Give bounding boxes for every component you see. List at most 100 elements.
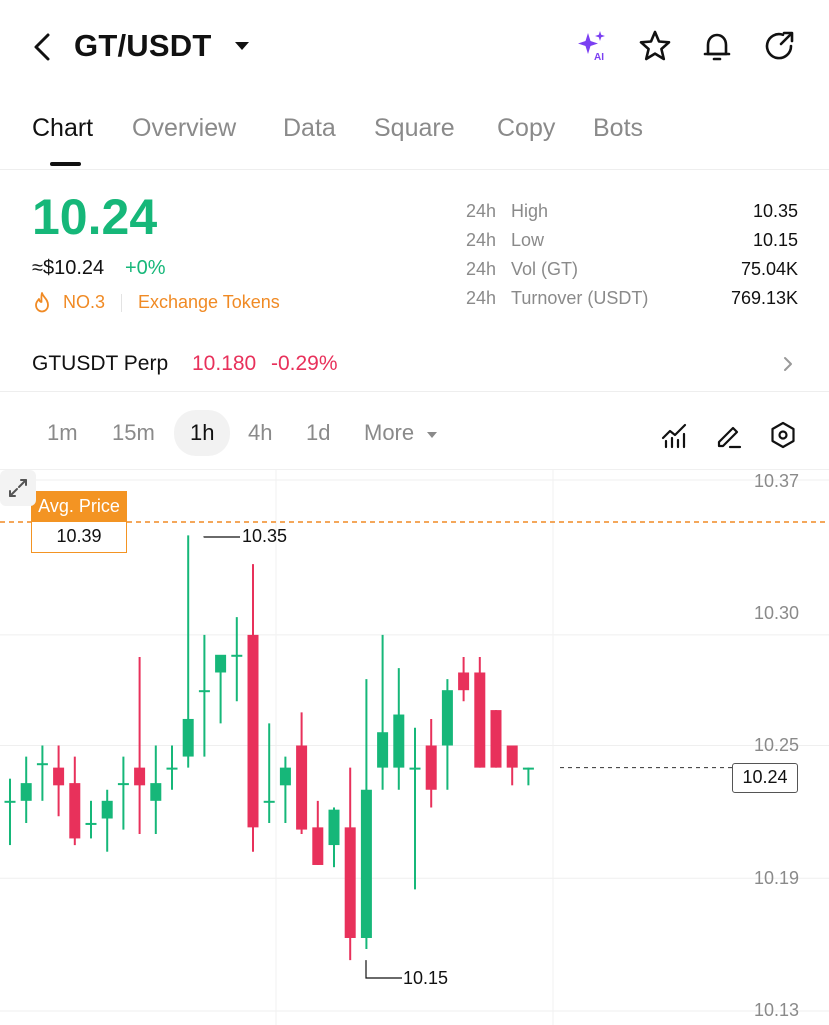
low-marker-label: 10.15 [403,968,449,988]
current-price-tag: 10.24 [732,763,798,793]
candle-body [458,672,470,691]
ai-sparkle-icon[interactable]: AI [574,28,610,64]
back-icon[interactable] [28,30,58,64]
stat-high-row: 24h High 10.35 [466,201,798,227]
candle-body [312,827,324,865]
bell-icon[interactable] [699,28,735,64]
candle-body [279,767,291,786]
candle-body [377,732,389,768]
y-tick-label: 10.13 [753,1000,799,1020]
y-tick-label: 10.37 [753,471,799,491]
candle-body [247,634,259,828]
candle-body [69,783,81,839]
stat-value: 10.35 [752,201,798,221]
price-usd: ≈$10.24 [32,257,105,279]
stat-name: Turnover (USDT) [511,288,649,308]
candle-body [425,745,437,790]
perp-price: 10.180 [192,352,257,375]
tab-data[interactable]: Data [283,114,336,142]
interval-1h[interactable]: 1h [174,410,231,456]
candle-body [20,783,32,801]
caret-down-icon[interactable] [426,430,438,440]
tab-overview[interactable]: Overview [132,114,237,142]
star-icon[interactable] [637,28,673,64]
expand-icon[interactable] [0,470,36,506]
stat-value: 769.13K [730,288,798,308]
last-price: 10.24 [32,189,158,245]
candle-body [134,767,146,786]
share-icon[interactable] [761,28,797,64]
stat-period: 24h [466,201,497,221]
stat-value: 10.15 [752,230,798,250]
avg-price-label: Avg. Price [31,491,127,521]
stat-name: Vol (GT) [511,259,579,279]
candle-body [166,767,178,770]
avg-price-tag: Avg. Price 10.39 [31,491,127,553]
candle-body [393,714,405,768]
candlestick-chart[interactable]: 10.37 10.30 10.25 10.19 10.13 Avg. Price… [0,470,829,1025]
candle-body [231,654,243,657]
ai-badge-text: AI [594,52,604,63]
chart-canvas[interactable] [0,470,829,1025]
candle-body [360,789,372,938]
perp-change: -0.29% [271,352,338,375]
candle-body [409,767,421,770]
candle-body [344,827,356,938]
candle-body [522,767,534,770]
candle-body [296,745,308,830]
candle-body [215,654,227,673]
y-tick-label: 10.30 [753,603,799,623]
stat-value: 75.04K [740,259,798,279]
candle-body [53,767,65,786]
active-tab-indicator [50,162,81,166]
candle-body [85,822,97,825]
candle-body [490,710,502,768]
stat-turnover-row: 24h Turnover (USDT) 769.13K [466,288,798,314]
candle-body [101,800,113,819]
tab-bots[interactable]: Bots [593,114,644,142]
candle-body [150,783,162,801]
stat-vol-row: 24h Vol (GT) 75.04K [466,259,798,285]
perp-name: GTUSDT Perp [32,352,169,375]
stat-period: 24h [466,259,497,279]
indicator-icon[interactable] [660,420,690,450]
avg-price-value: 10.39 [31,521,127,553]
tab-copy[interactable]: Copy [497,114,556,142]
candle-body [36,763,48,766]
candle-body [4,800,16,803]
stat-low-row: 24h Low 10.15 [466,230,798,256]
tab-square[interactable]: Square [374,114,455,142]
tab-bar: Chart Overview Data Square Copy Bots [0,100,829,170]
rank-label: NO.3 [63,292,106,312]
candle-body [263,800,275,803]
flame-icon [35,292,49,313]
chevron-right-icon [784,357,792,371]
low-marker-line [365,960,402,979]
rank-divider [121,294,122,312]
candle-body [441,690,453,746]
tab-chart[interactable]: Chart [32,114,94,142]
draw-pen-icon[interactable] [714,420,744,450]
price-change: +0% [125,257,166,279]
interval-1d[interactable]: 1d [306,420,331,445]
pair-title[interactable]: GT/USDT [74,28,212,63]
caret-down-icon[interactable] [232,38,252,54]
interval-4h[interactable]: 4h [248,420,273,445]
candle-body [506,745,518,768]
stat-name: High [511,201,549,221]
perp-row[interactable]: GTUSDT Perp 10.180 -0.29% [0,336,829,392]
interval-bar: 1m 15m 1h 4h 1d More [0,402,829,470]
high-marker-label: 10.35 [242,526,288,546]
y-tick-label: 10.25 [753,735,799,755]
stat-name: Low [511,230,545,250]
header: GT/USDT AI [0,0,829,96]
interval-more[interactable]: More [364,420,415,445]
settings-hexagon-icon[interactable] [768,420,798,450]
candle-body [474,672,486,768]
stat-period: 24h [466,288,497,308]
interval-1m[interactable]: 1m [47,420,78,445]
y-tick-label: 10.19 [753,868,799,888]
category-label[interactable]: Exchange Tokens [138,292,280,312]
candle-body [117,783,129,786]
interval-15m[interactable]: 15m [112,420,155,445]
